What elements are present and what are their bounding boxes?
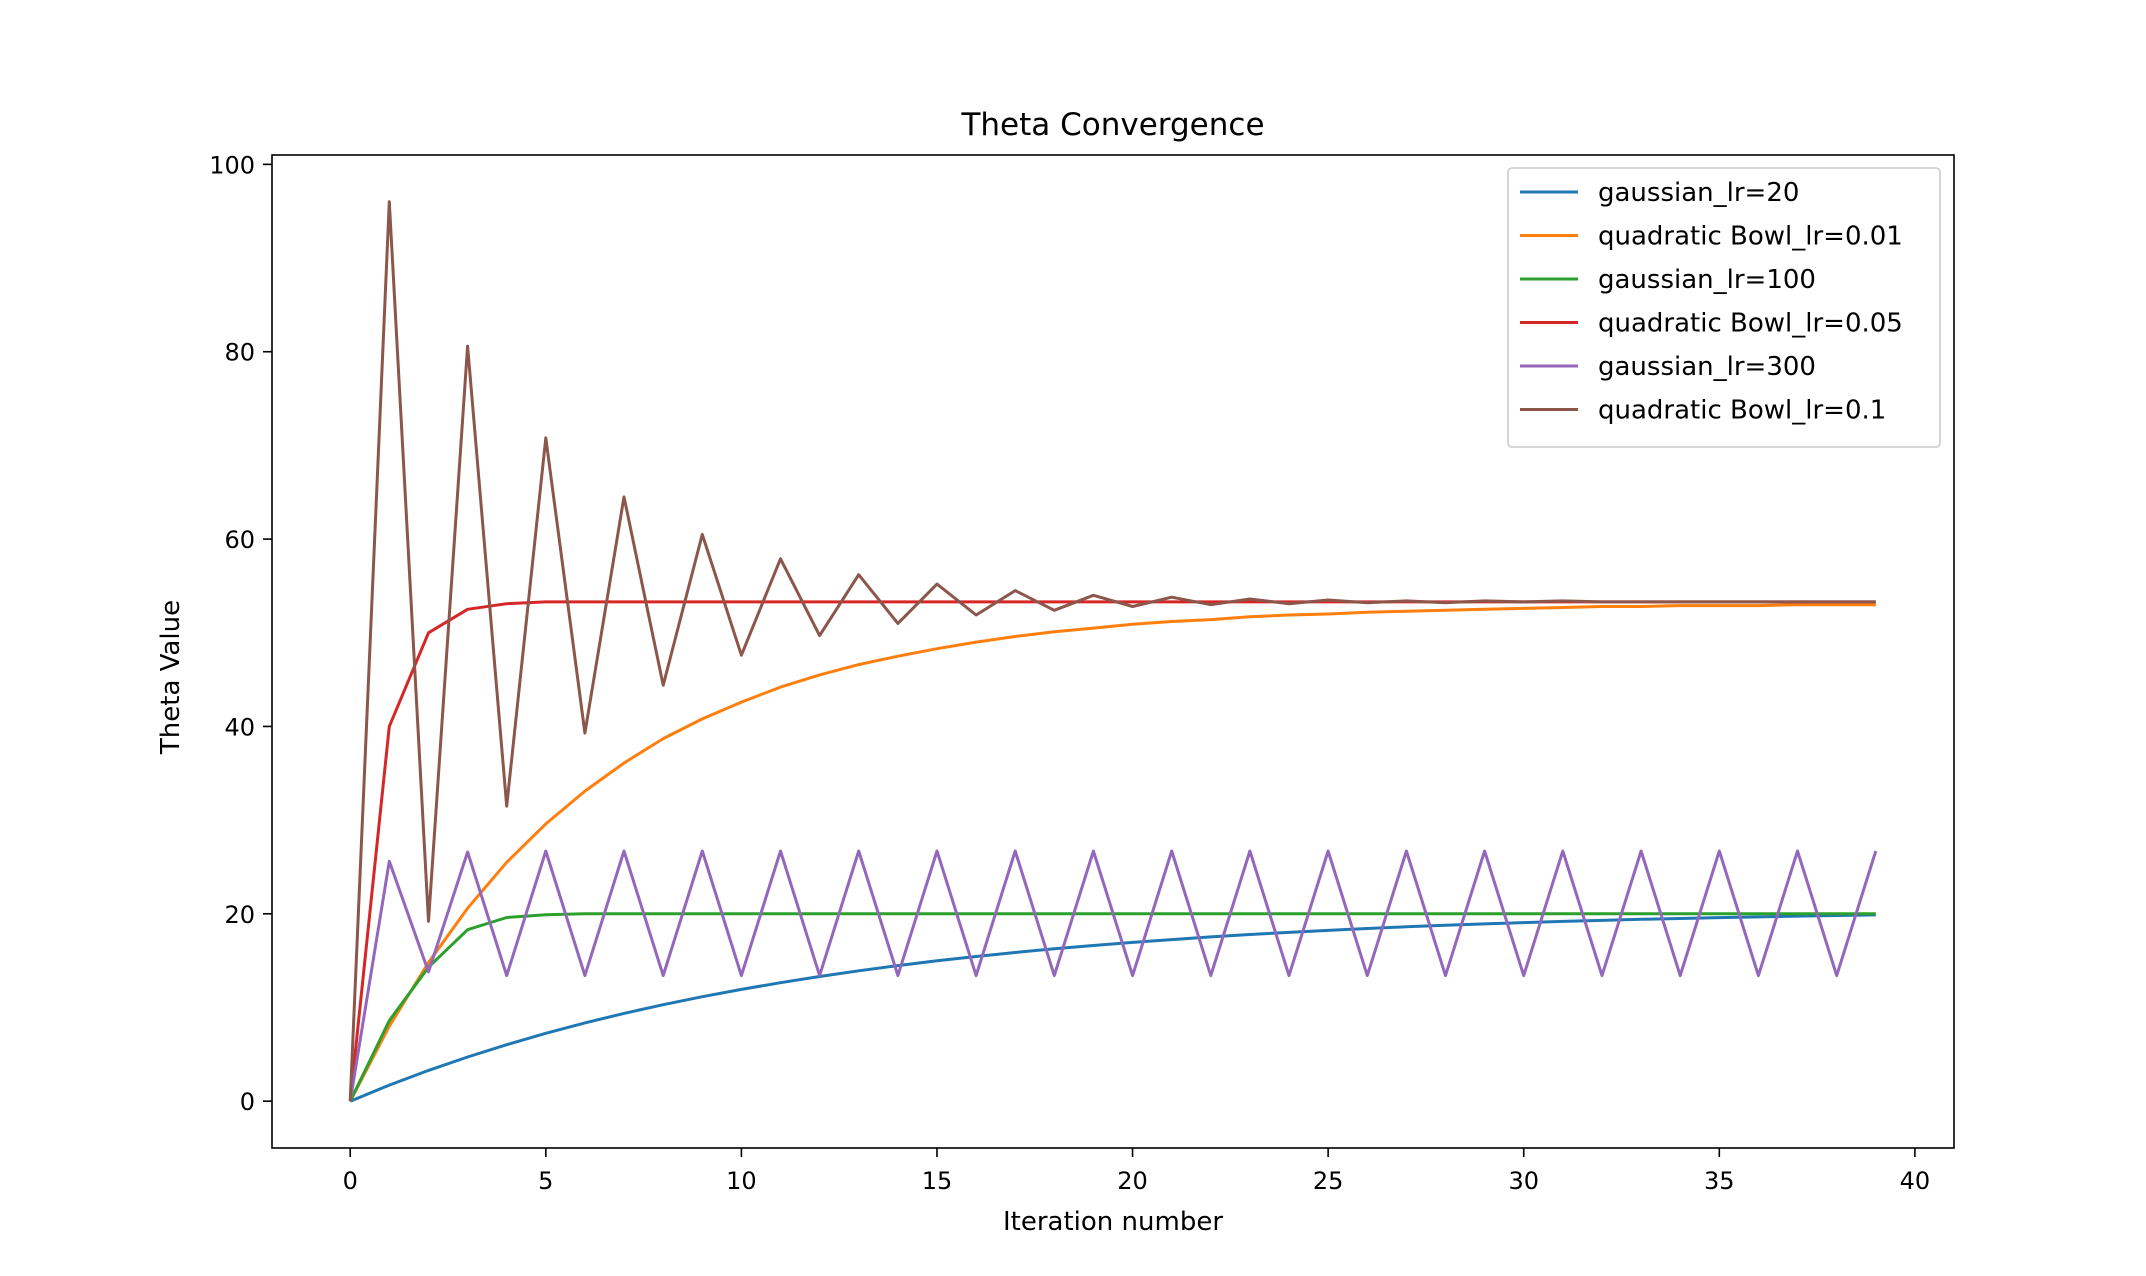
legend-label-5: quadratic Bowl_lr=0.1 bbox=[1598, 396, 1886, 426]
y-axis-label: Theta Value bbox=[156, 600, 186, 755]
legend-label-1: quadratic Bowl_lr=0.01 bbox=[1598, 222, 1903, 252]
legend-label-4: gaussian_lr=300 bbox=[1598, 352, 1816, 382]
legend-label-0: gaussian_lr=20 bbox=[1598, 178, 1799, 208]
x-tick-label: 30 bbox=[1508, 1167, 1539, 1195]
x-tick-label: 0 bbox=[343, 1167, 358, 1195]
x-tick-label: 20 bbox=[1117, 1167, 1148, 1195]
x-tick-label: 5 bbox=[538, 1167, 553, 1195]
y-tick-label: 80 bbox=[224, 339, 255, 367]
series-line-1 bbox=[348, 603, 1876, 1102]
x-axis-label: Iteration number bbox=[1003, 1207, 1223, 1237]
series-line-2 bbox=[348, 912, 1876, 1102]
y-tick-label: 60 bbox=[224, 526, 255, 554]
series-line-5 bbox=[348, 200, 1876, 1102]
x-tick-label: 25 bbox=[1313, 1167, 1344, 1195]
x-tick-label: 35 bbox=[1704, 1167, 1735, 1195]
y-tick-label: 40 bbox=[224, 713, 255, 741]
plot-area bbox=[348, 200, 1878, 1103]
plot-frame bbox=[271, 154, 1955, 1149]
x-tick-label: 15 bbox=[922, 1167, 953, 1195]
series-line-4 bbox=[348, 849, 1878, 1102]
legend-label-2: gaussian_lr=100 bbox=[1598, 265, 1816, 295]
x-tick-label: 40 bbox=[1900, 1167, 1931, 1195]
chart-title: Theta Convergence bbox=[960, 107, 1264, 143]
x-tick-label: 10 bbox=[726, 1167, 757, 1195]
legend-box bbox=[1507, 167, 1941, 448]
legend: gaussian_lr=20 quadratic Bowl_lr=0.01gaus… bbox=[1507, 167, 1941, 448]
axes: 0 5 10 15 20 25 30 35 40 0 20 40 60 80 100 bbox=[209, 151, 1955, 1195]
legend-label-3: quadratic Bowl_lr=0.05 bbox=[1598, 309, 1903, 339]
series-line-3 bbox=[348, 600, 1876, 1102]
y-tick-label: 100 bbox=[209, 151, 255, 179]
series-line-0 bbox=[349, 913, 1876, 1103]
y-tick-label: 0 bbox=[240, 1088, 255, 1116]
y-tick-label: 20 bbox=[224, 901, 255, 929]
